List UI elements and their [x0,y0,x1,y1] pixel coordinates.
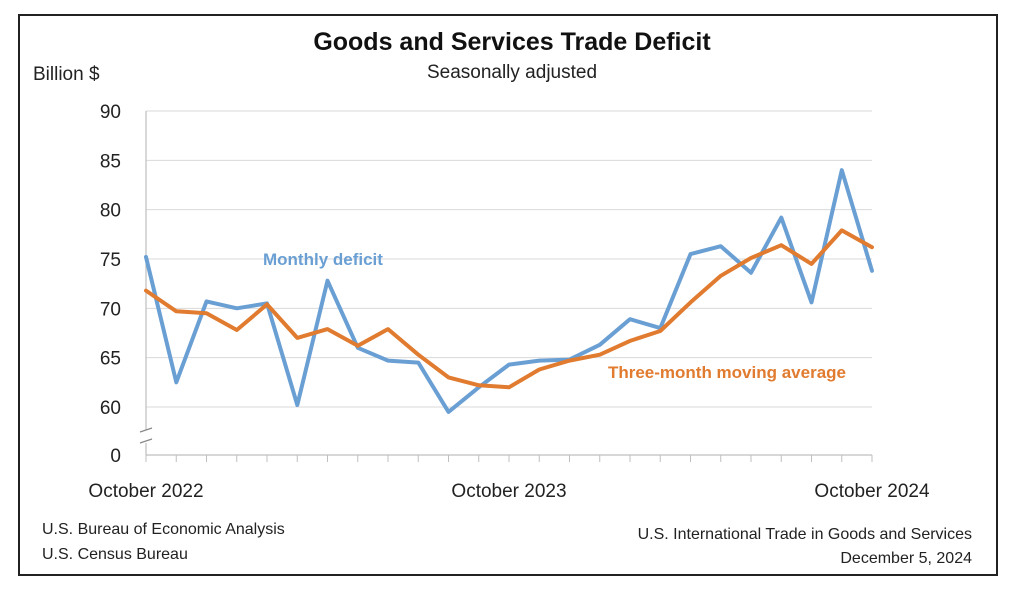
source-line-1: U.S. Bureau of Economic Analysis [42,521,285,538]
y-tick-label: 65 [100,349,121,370]
chart-subtitle: Seasonally adjusted [426,62,598,83]
y-tick-label: 90 [100,102,121,123]
axes [139,111,873,462]
y-axis-unit: Billion $ [33,64,100,85]
source-line-2: U.S. Census Bureau [42,546,188,563]
x-tick-label: October 2022 [88,481,203,502]
y-tick-label: 85 [100,151,121,172]
monthly-deficit-label: Monthly deficit [263,250,383,269]
release-name: U.S. International Trade in Goods and Se… [637,526,972,543]
series-labels: Monthly deficit Three-month moving averag… [263,250,846,382]
axis-break-mark [139,427,153,444]
y-tick-label: 70 [100,299,121,320]
x-tick-label: October 2023 [451,481,566,502]
y-tick-labels: 90 85 80 75 70 65 60 0 [100,102,121,467]
moving-average-line [144,228,874,390]
x-tick-labels: October 2022 October 2023 October 2024 [88,481,930,502]
release-date: December 5, 2024 [840,550,972,567]
x-tick-label: October 2024 [814,481,930,502]
chart-frame [18,14,998,576]
chart-title: Goods and Services Trade Deficit [313,28,711,56]
series-lines [144,168,874,414]
y-tick-label: 60 [100,398,121,419]
y-tick-label: 75 [100,250,121,271]
y-tick-label: 0 [110,446,121,467]
y-tick-label: 80 [100,201,121,222]
moving-average-label: Three-month moving average [608,363,846,382]
